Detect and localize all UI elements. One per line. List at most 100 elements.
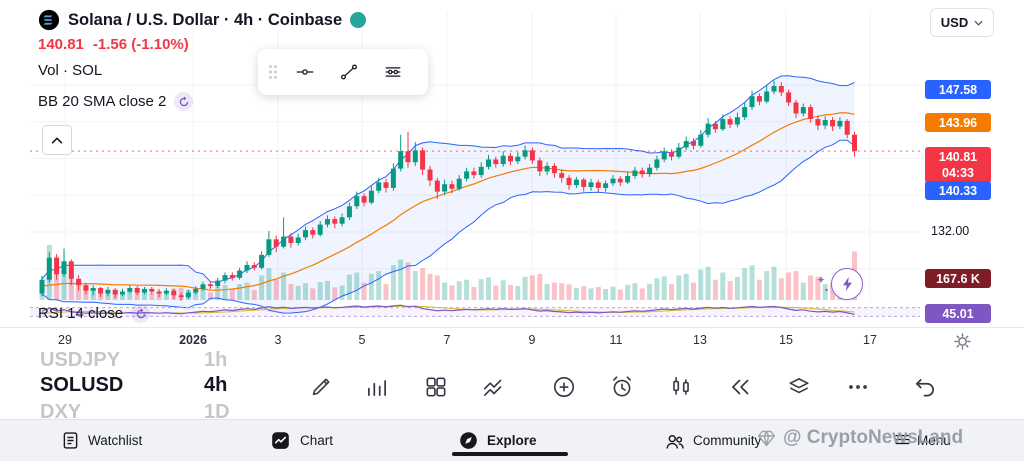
last-price-text: 140.81: [38, 36, 84, 53]
layers-icon: [789, 378, 809, 394]
time-label: 5: [358, 333, 366, 347]
axis-settings-button[interactable]: [952, 331, 973, 352]
time-label: 13: [693, 333, 707, 347]
trend-line-tool-icon: [341, 64, 357, 80]
drag-handle[interactable]: [268, 64, 278, 80]
price-change-text: -1.56 (-1.10%): [92, 36, 189, 53]
watchlist-icon: [60, 430, 81, 451]
time-label-year: 2026: [179, 333, 207, 347]
time-axis[interactable]: 29 2026 3 5 7 9 11 13 15 17: [0, 333, 1024, 351]
nav-explore[interactable]: Explore: [487, 433, 537, 448]
volume-legend[interactable]: Vol · SOL: [38, 62, 102, 79]
layout-grid-icon: [426, 377, 446, 397]
more-options-icon: [849, 385, 867, 389]
pencil-icon: [312, 378, 330, 396]
more-button[interactable]: [845, 374, 871, 400]
time-label: 7: [443, 333, 451, 347]
symbol-carousel-current[interactable]: SOLUSD 4h: [40, 374, 227, 397]
current-symbol: SOLUSD: [40, 374, 124, 396]
time-label: 11: [609, 333, 623, 347]
bollinger-legend[interactable]: BB 20 SMA close 2: [38, 92, 194, 111]
time-label: 17: [863, 333, 877, 347]
alarm-clock-icon: [613, 376, 631, 397]
chart-type-button[interactable]: [668, 374, 694, 400]
parallel-lines-tool-icon: [385, 67, 401, 77]
previous-symbol: USDJPY: [40, 349, 121, 371]
rsi-legend-label: RSI 14 close: [38, 305, 124, 322]
nav-chart[interactable]: Chart: [300, 433, 334, 448]
volume-legend-label: Vol · SOL: [38, 62, 103, 79]
alerts-button[interactable]: [609, 374, 635, 400]
undo-icon: [916, 379, 934, 397]
lightning-icon: [842, 276, 852, 292]
indicator-loading-icon: [174, 92, 194, 111]
indicator-loading-icon: [131, 304, 151, 323]
bb-upper-price-label: 147.58: [925, 80, 991, 99]
volume-axis-label: 167.6 K: [925, 269, 991, 288]
nav-community[interactable]: Community: [693, 433, 762, 448]
sparkle-icon: [817, 276, 829, 294]
chevron-down-icon: [974, 20, 983, 26]
gem-logo-icon: [757, 430, 776, 446]
nav-menu[interactable]: Menu: [917, 433, 951, 448]
previous-interval: 1h: [204, 349, 228, 371]
compare-button[interactable]: [481, 374, 507, 400]
replay-button[interactable]: [727, 374, 753, 400]
symbol-carousel-next[interactable]: DXY 1D: [40, 401, 230, 424]
add-circle-icon: [553, 376, 575, 398]
chevron-up-icon: [51, 137, 63, 143]
symbol-title: Solana / U.S. Dollar · 4h · Coinbase: [68, 10, 343, 29]
add-alert-button[interactable]: [551, 374, 577, 400]
bollinger-legend-label: BB 20 SMA close 2: [38, 93, 167, 110]
next-symbol: DXY: [40, 401, 82, 423]
price-grid-label: 132.00: [931, 224, 970, 238]
rsi-value-label: 45.01: [925, 304, 991, 323]
bottom-nav: Watchlist Chart Explore Community Menu: [0, 419, 1024, 461]
objects-button[interactable]: [786, 374, 812, 400]
menu-icon: [893, 430, 912, 449]
chart-axis-divider: [0, 327, 1024, 328]
indicators-icon: [368, 380, 386, 396]
nav-watchlist[interactable]: Watchlist: [88, 433, 143, 448]
last-price-value: 140.81: [938, 149, 978, 164]
watermark-text: @ CryptoNewsLand: [783, 427, 964, 448]
layout-button[interactable]: [423, 374, 449, 400]
draw-button[interactable]: [308, 374, 334, 400]
currency-dropdown[interactable]: USD: [930, 8, 994, 37]
price-chart[interactable]: [0, 0, 1024, 330]
trend-line-tool-button[interactable]: [332, 55, 366, 89]
gear-icon: [954, 333, 971, 350]
undo-button[interactable]: [912, 374, 938, 400]
horizontal-line-tool-icon: [296, 69, 314, 75]
chart-tab-icon: [270, 430, 291, 451]
time-label: 9: [528, 333, 536, 347]
next-interval: 1D: [204, 401, 230, 423]
current-interval: 4h: [204, 374, 228, 396]
horizontal-line-tool-button[interactable]: [288, 55, 322, 89]
rsi-legend[interactable]: RSI 14 close: [38, 304, 151, 323]
collapse-panel-button[interactable]: [42, 125, 72, 155]
symbol-header[interactable]: Solana / U.S. Dollar · 4h · Coinbase: [38, 9, 367, 31]
watermark: @ CryptoNewsLand: [756, 427, 963, 449]
currency-value: USD: [940, 15, 969, 30]
time-label: 29: [58, 333, 72, 347]
market-status-dot-icon: [350, 12, 367, 28]
price-change-row: 140.81 -1.56 (-1.10%): [38, 36, 189, 53]
candlestick-icon: [673, 377, 689, 395]
bar-countdown: 04:33: [942, 166, 974, 180]
rewind-icon: [732, 379, 749, 395]
quick-trade-button[interactable]: [831, 268, 863, 300]
bb-lower-price-label: 140.33: [925, 181, 991, 200]
last-price-label: 140.81 04:33: [925, 147, 991, 183]
community-icon: [664, 430, 686, 452]
indicators-button[interactable]: [364, 374, 390, 400]
drawing-toolbar: [258, 49, 428, 95]
solana-logo-icon: [38, 9, 60, 31]
time-label: 3: [274, 333, 282, 347]
parallel-lines-tool-button[interactable]: [376, 55, 410, 89]
time-label: 15: [779, 333, 793, 347]
active-tab-indicator: [452, 452, 568, 456]
bb-basis-price-label: 143.96: [925, 113, 991, 132]
symbol-carousel-previous[interactable]: USDJPY 1h: [40, 349, 227, 372]
